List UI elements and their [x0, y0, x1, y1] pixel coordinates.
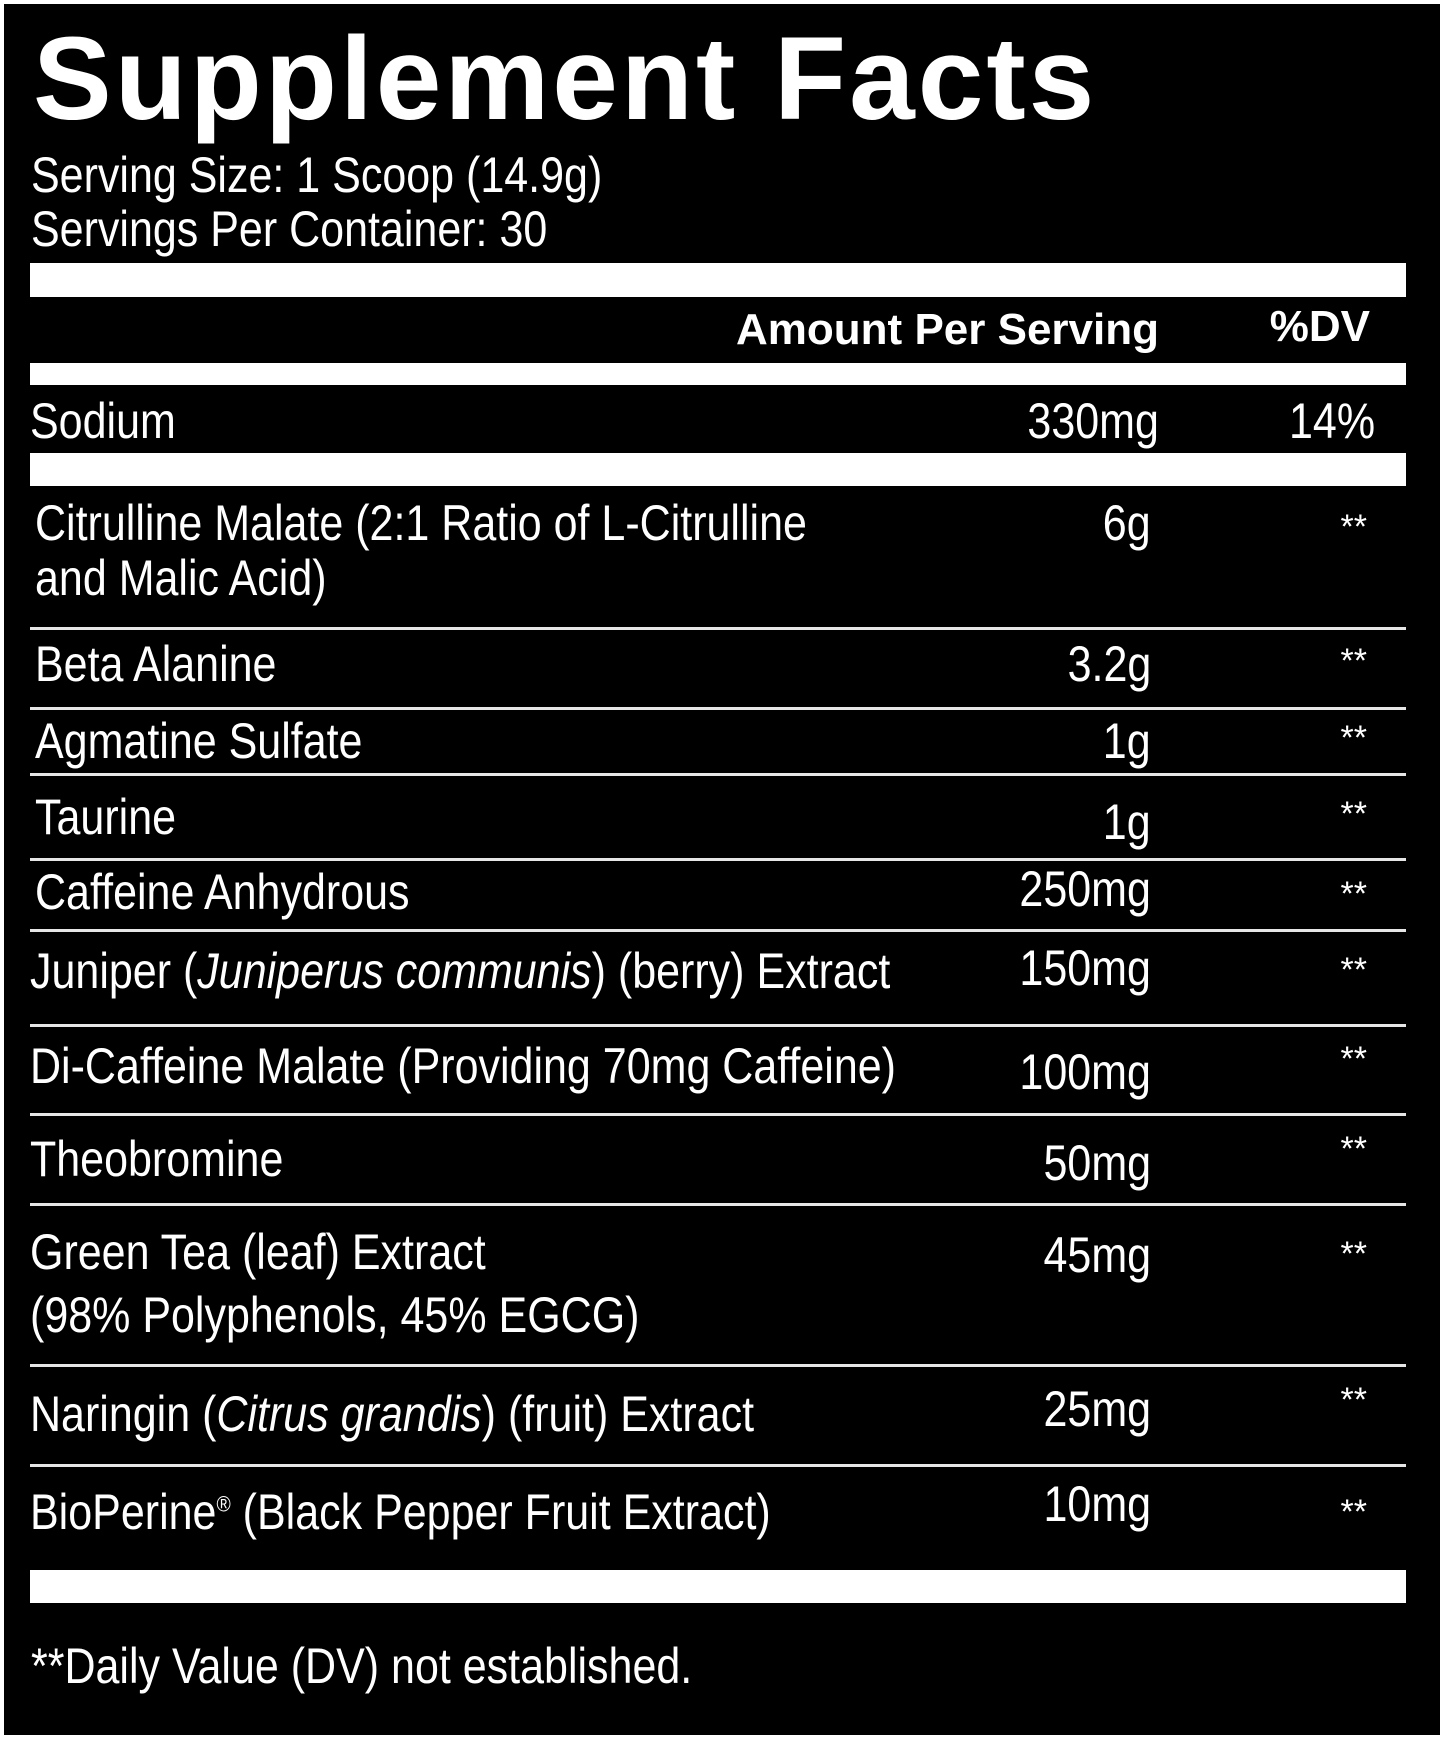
- row-separator: [30, 929, 1406, 932]
- ingredient-amount: 45mg: [1043, 1227, 1151, 1283]
- row-separator: [30, 627, 1406, 630]
- ingredient-dv: **: [1340, 795, 1367, 833]
- row-separator: [30, 858, 1406, 861]
- ingredient-dv: **: [1340, 1381, 1367, 1419]
- ingredient-dv: **: [1340, 1235, 1367, 1273]
- row-separator: [30, 1024, 1406, 1027]
- name-part: Juniper (: [30, 943, 198, 999]
- header-dv: %DV: [1269, 302, 1370, 351]
- sodium-name: Sodium: [30, 393, 176, 449]
- thick-divider: [30, 1570, 1406, 1603]
- ingredient-name: Citrulline Malate (2:1 Ratio of L-Citrul…: [35, 495, 807, 551]
- name-part: (Black Pepper Fruit Extract): [230, 1484, 771, 1540]
- ingredient-name: Caffeine Anhydrous: [35, 864, 410, 920]
- ingredient-name: Agmatine Sulfate: [35, 713, 363, 769]
- ingredient-amount: 1g: [1103, 794, 1151, 850]
- ingredient-amount: 100mg: [1019, 1044, 1151, 1100]
- ingredient-dv: **: [1340, 1040, 1367, 1078]
- sodium-amount: 330mg: [1027, 393, 1159, 449]
- ingredient-dv: **: [1340, 508, 1367, 546]
- serving-size: Serving Size: 1 Scoop (14.9g): [31, 147, 603, 203]
- row-separator: [30, 707, 1406, 710]
- ingredient-dv: **: [1340, 719, 1367, 757]
- ingredient-amount: 50mg: [1043, 1135, 1151, 1191]
- name-part: ) (berry) Extract: [591, 943, 891, 999]
- ingredient-amount: 150mg: [1019, 940, 1151, 996]
- ingredient-name: Di-Caffeine Malate (Providing 70mg Caffe…: [30, 1038, 897, 1094]
- ingredient-amount: 250mg: [1019, 861, 1151, 917]
- sodium-dv: 14%: [1288, 393, 1375, 449]
- footnote: **Daily Value (DV) not established.: [31, 1638, 693, 1694]
- ingredient-name: Beta Alanine: [35, 636, 277, 692]
- row-separator: [30, 1364, 1406, 1367]
- servings-per-container: Servings Per Container: 30: [31, 201, 548, 257]
- name-part: BioPerine: [30, 1484, 217, 1540]
- latin-name: Juniperus communis: [197, 943, 592, 999]
- thick-divider: [30, 263, 1406, 297]
- name-part: ) (fruit) Extract: [481, 1386, 755, 1442]
- ingredient-name-line2: and Malic Acid): [35, 550, 327, 606]
- ingredient-amount: 1g: [1103, 713, 1151, 769]
- ingredient-name: Juniper (Juniperus communis) (berry) Ext…: [30, 946, 890, 996]
- registered-mark: ®: [216, 1491, 231, 1517]
- row-separator: [30, 1203, 1406, 1206]
- ingredient-name: Naringin (Citrus grandis) (fruit) Extrac…: [30, 1389, 754, 1439]
- ingredient-dv: **: [1340, 1493, 1367, 1531]
- ingredient-name-line2: (98% Polyphenols, 45% EGCG): [30, 1287, 640, 1343]
- ingredient-name: Theobromine: [30, 1131, 284, 1187]
- ingredient-dv: **: [1340, 875, 1367, 913]
- title: Supplement Facts: [33, 13, 1098, 145]
- name-part: Naringin (: [30, 1386, 217, 1442]
- row-separator: [30, 1464, 1406, 1467]
- thick-divider: [30, 453, 1406, 486]
- latin-name: Citrus grandis: [216, 1386, 482, 1442]
- row-separator: [30, 773, 1406, 776]
- ingredient-name: Green Tea (leaf) Extract: [30, 1224, 486, 1280]
- ingredient-dv: **: [1340, 642, 1367, 680]
- row-separator: [30, 1113, 1406, 1116]
- ingredient-dv: **: [1340, 951, 1367, 989]
- ingredient-dv: **: [1340, 1130, 1367, 1168]
- ingredient-amount: 6g: [1103, 495, 1151, 551]
- ingredient-amount: 3.2g: [1067, 636, 1151, 692]
- ingredient-amount: 25mg: [1043, 1381, 1151, 1437]
- ingredient-name: Taurine: [35, 789, 177, 845]
- ingredient-name: BioPerine® (Black Pepper Fruit Extract): [30, 1487, 771, 1537]
- header-amount: Amount Per Serving: [736, 305, 1159, 354]
- ingredient-amount: 10mg: [1043, 1476, 1151, 1532]
- divider: [30, 363, 1406, 385]
